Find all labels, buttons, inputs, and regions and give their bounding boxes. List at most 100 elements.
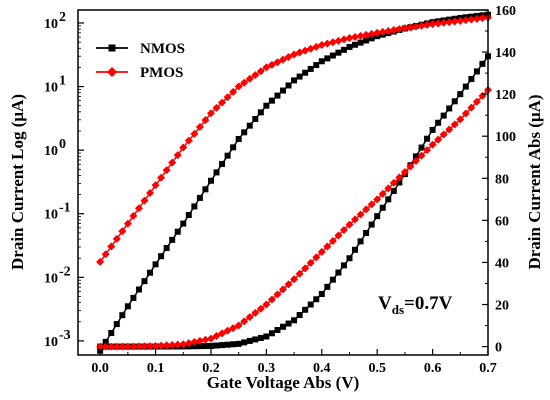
y-left-tick-label: 10 <box>44 271 58 286</box>
pmos-linear-marker <box>129 342 138 351</box>
pmos-log-marker <box>218 98 227 107</box>
pmos-linear-marker <box>439 130 448 139</box>
nmos-linear-marker <box>429 126 436 133</box>
pmos-linear-marker <box>472 97 481 106</box>
pmos-log-marker <box>129 211 138 220</box>
nmos-linear-marker <box>318 290 325 297</box>
nmos-log-marker <box>335 49 342 56</box>
x-tick-label: 0.0 <box>91 361 109 376</box>
nmos-linear-marker <box>307 301 314 308</box>
nmos-linear-marker <box>241 339 248 346</box>
nmos-linear-marker <box>280 323 286 330</box>
pmos-linear-marker <box>417 151 426 160</box>
nmos-linear-marker <box>473 68 480 75</box>
nmos-log-marker <box>268 97 275 104</box>
pmos-log-marker <box>195 122 204 131</box>
nmos-linear-marker <box>479 60 486 67</box>
nmos-linear-marker <box>374 213 381 220</box>
legend-label-pmos: PMOS <box>140 65 183 81</box>
pmos-log-marker <box>273 58 282 67</box>
pmos-log-marker <box>184 136 193 145</box>
pmos-linear-marker <box>400 167 409 176</box>
nmos-log-marker <box>368 35 375 42</box>
nmos-log-marker <box>213 169 220 176</box>
nmos-linear-marker <box>379 204 386 211</box>
pmos-log-marker <box>456 16 465 25</box>
pmos-log-marker <box>356 31 365 40</box>
nmos-log-marker <box>141 278 148 285</box>
pmos-linear-marker <box>179 340 188 349</box>
pmos-linear-marker <box>290 275 299 284</box>
nmos-log-marker <box>329 52 336 59</box>
pmos-log-marker <box>478 14 487 23</box>
pmos-linear-marker <box>317 247 326 256</box>
pmos-linear-marker <box>351 215 360 224</box>
pmos-log-marker <box>262 63 271 72</box>
pmos-linear-marker <box>201 335 210 344</box>
nmos-linear-marker <box>385 196 392 203</box>
pmos-linear-marker <box>168 340 177 349</box>
nmos-linear-marker <box>263 333 270 340</box>
pmos-log-marker <box>284 53 293 62</box>
pmos-log-marker <box>339 35 348 44</box>
pmos-log-marker <box>328 38 337 47</box>
pmos-linear-marker <box>162 341 171 350</box>
pmos-linear-marker <box>301 264 310 273</box>
pmos-linear-marker <box>123 342 132 351</box>
nmos-log-marker <box>274 92 281 99</box>
pmos-log-marker <box>439 18 448 27</box>
pmos-linear-marker <box>251 308 260 317</box>
nmos-linear-marker <box>291 317 298 324</box>
pmos-log-marker <box>157 173 166 182</box>
x-tick-label: 0.6 <box>424 361 442 376</box>
nmos-linear-marker <box>363 229 370 236</box>
nmos-linear-marker <box>412 153 419 160</box>
legend-marker-nmos <box>108 44 116 52</box>
nmos-log-marker <box>163 245 170 252</box>
pmos-log-marker <box>151 181 160 190</box>
nmos-linear-marker <box>440 112 447 119</box>
pmos-log-marker <box>373 28 382 37</box>
pmos-log-marker <box>162 166 171 175</box>
nmos-log-marker <box>235 135 242 142</box>
pmos-linear-marker <box>107 342 116 351</box>
nmos-log-marker <box>169 236 176 243</box>
nmos-linear-marker <box>468 76 475 82</box>
pmos-log-marker <box>417 21 426 30</box>
pmos-log-marker <box>411 22 420 31</box>
nmos-log-marker <box>324 55 331 62</box>
pmos-linear-marker <box>328 236 337 245</box>
pmos-log-marker <box>96 257 105 266</box>
nmos-linear-marker <box>302 306 309 313</box>
y-left-tick-exponent: 1 <box>59 74 66 89</box>
vds-annotation-main: V <box>378 293 392 314</box>
nmos-linear-marker <box>202 343 209 350</box>
pmos-log-marker <box>423 20 432 29</box>
pmos-log-marker <box>434 19 443 28</box>
nmos-log-marker <box>202 186 209 193</box>
nmos-linear-marker <box>268 330 275 337</box>
pmos-log-marker <box>406 23 415 32</box>
nmos-linear-marker <box>352 246 359 253</box>
pmos-linear-marker <box>362 205 371 214</box>
nmos-linear-marker <box>230 341 237 348</box>
pmos-linear-marker <box>101 342 110 351</box>
pmos-log-marker <box>206 109 215 118</box>
nmos-log-marker <box>158 253 165 260</box>
nmos-linear-marker <box>224 341 231 348</box>
x-tick-label: 0.3 <box>258 361 276 376</box>
nmos-linear-marker <box>418 144 425 151</box>
nmos-log-marker <box>174 228 181 235</box>
pmos-linear-marker <box>134 342 143 351</box>
pmos-log-marker <box>173 151 182 160</box>
y-right-tick-label: 160 <box>495 4 516 19</box>
y-left-tick-label: 10 <box>44 144 58 159</box>
pmos-log-marker <box>317 41 326 50</box>
pmos-linear-marker <box>195 336 204 345</box>
pmos-log-marker <box>146 188 155 197</box>
pmos-log-marker <box>179 143 188 152</box>
nmos-log-marker <box>119 312 126 319</box>
nmos-log-marker <box>318 58 325 65</box>
y-left-tick-label: 10 <box>44 208 58 223</box>
pmos-log-marker <box>101 250 110 259</box>
